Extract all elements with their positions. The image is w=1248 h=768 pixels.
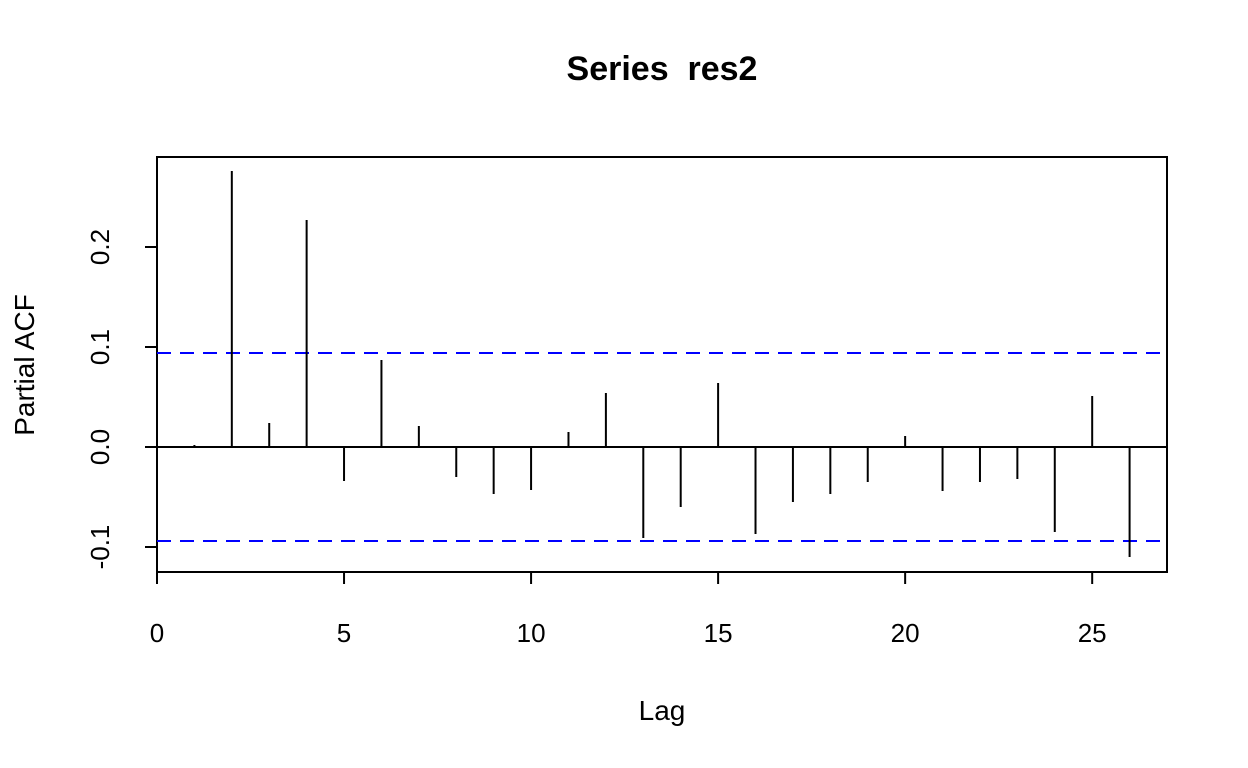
y-axis-label: Partial ACF	[9, 294, 40, 436]
plot-frame	[156, 156, 1168, 573]
confidence-bounds	[157, 352, 1167, 542]
x-tick-label: 10	[517, 618, 546, 648]
x-tick-label: 25	[1078, 618, 1107, 648]
x-tick-label: 5	[337, 618, 351, 648]
x-axis: 0 5 10 15 20 25	[150, 571, 1107, 648]
pacf-bars	[193, 171, 1131, 557]
x-tick-label: 0	[150, 618, 164, 648]
x-tick-label: 20	[891, 618, 920, 648]
y-tick-label: 0.1	[85, 329, 115, 365]
y-axis: -0.1 0.0 0.1 0.2	[85, 229, 158, 570]
y-tick-label: 0.2	[85, 229, 115, 265]
chart-title: Series res2	[567, 50, 758, 88]
y-tick-label: -0.1	[85, 525, 115, 570]
x-tick-label: 15	[704, 618, 733, 648]
y-tick-label: 0.0	[85, 429, 115, 465]
x-axis-label: Lag	[639, 695, 686, 726]
